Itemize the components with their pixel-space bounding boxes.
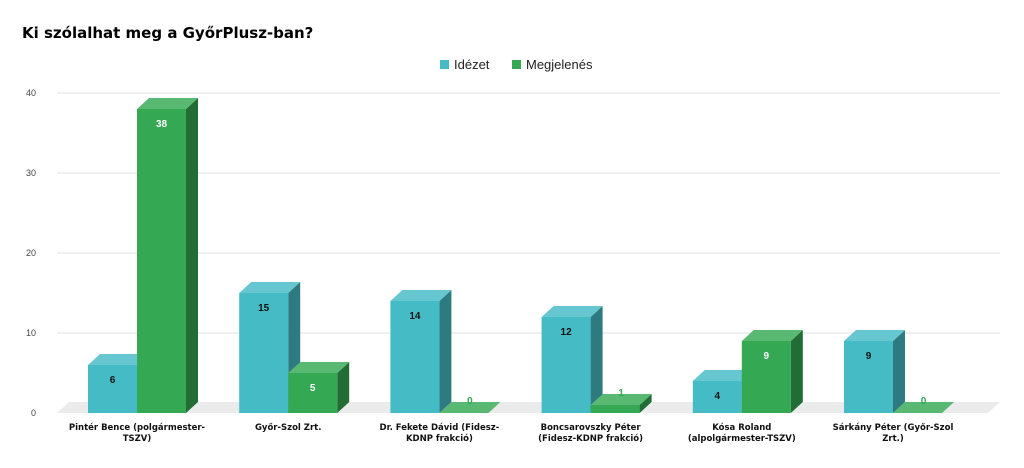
bar-5-1: 0 [893, 396, 954, 413]
data-label-2-1: 0 [467, 396, 473, 407]
data-label-0-1: 38 [156, 119, 168, 130]
legend-swatch-1 [512, 60, 521, 69]
bar-top [137, 98, 198, 109]
data-label-4-0: 4 [715, 391, 721, 402]
bar-side [439, 290, 452, 413]
bar-top [439, 402, 501, 413]
bar-top [741, 330, 803, 341]
bar-top [844, 330, 905, 341]
data-label-5-1: 0 [921, 396, 927, 407]
bar-side [893, 330, 905, 413]
category-label-2-0: Dr. Fekete Dávid (Fidesz- [380, 423, 500, 433]
bar-front [741, 341, 791, 413]
chart-title: Ki szólalhat meg a GyőrPlusz-ban? [22, 24, 313, 42]
bar-1-0: 15 [239, 282, 301, 413]
bar-top [390, 290, 452, 301]
category-label-2-1: KDNP frakció) [406, 433, 473, 444]
data-label-3-1: 1 [618, 388, 624, 399]
bar-1-1: 5 [288, 362, 350, 413]
y-tick-label-3: 30 [26, 168, 36, 178]
category-label-5-0: Sárkány Péter (Győr-Szol [833, 422, 954, 433]
data-label-1-0: 15 [258, 303, 270, 314]
data-label-1-1: 5 [310, 383, 316, 394]
bar-front [390, 301, 440, 413]
data-label-0-0: 6 [110, 375, 116, 386]
category-label-5-1: Zrt.) [882, 434, 904, 444]
data-label-5-0: 9 [866, 351, 872, 362]
bar-top [239, 282, 301, 293]
data-label-2-0: 14 [409, 311, 421, 322]
bar-top [288, 362, 350, 373]
category-label-1-0: Győr-Szol Zrt. [255, 423, 322, 433]
data-label-3-0: 12 [561, 327, 573, 338]
category-label-0-0: Pintér Bence (polgármester- [69, 422, 206, 433]
bar-side [790, 330, 803, 413]
bar-front [137, 109, 186, 413]
bar-front [288, 373, 338, 413]
legend-swatch-0 [440, 60, 449, 69]
bar-3-1: 1 [590, 388, 652, 413]
bar-front [88, 365, 137, 413]
category-label-3-0: Boncsarovszky Péter [541, 422, 642, 433]
data-label-4-1: 9 [764, 351, 770, 362]
bar-top [88, 354, 149, 365]
bar-front [692, 381, 742, 413]
bar-front [541, 317, 591, 413]
legend-label-1: Megjelenés [526, 57, 593, 72]
bar-2-0: 14 [390, 290, 452, 413]
bar-top [541, 306, 603, 317]
bar-side [590, 306, 603, 413]
bar-front [844, 341, 893, 413]
category-label-4-0: Kósa Roland [712, 422, 771, 433]
bar-side [186, 98, 198, 413]
y-tick-label-1: 10 [26, 328, 36, 338]
bar-top [893, 402, 954, 413]
bar-side [639, 394, 652, 413]
legend: Idézet Megjelenés [440, 57, 593, 72]
bar-0-1: 38 [137, 98, 198, 413]
bar-5-0: 9 [844, 330, 905, 413]
legend-label-0: Idézet [454, 57, 490, 72]
category-label-3-1: (Fidesz-KDNP frakció) [538, 433, 643, 444]
y-tick-label-4: 40 [26, 88, 36, 98]
y-tick-label-2: 20 [26, 248, 36, 258]
bar-front [590, 405, 640, 413]
category-label-0-1: TSZV) [123, 434, 152, 444]
bar-top [590, 394, 652, 405]
y-tick-label-0: 0 [31, 408, 36, 418]
bar-side [337, 362, 350, 413]
bar-top [692, 370, 754, 381]
bar-3-0: 12 [541, 306, 603, 413]
category-label-4-1: (alpolgármester-TSZV) [688, 434, 796, 444]
category-labels: Pintér Bence (polgármester-TSZV) Győr-Szo… [69, 422, 954, 444]
bar-front [239, 293, 289, 413]
bar-4-1: 9 [741, 330, 803, 413]
bar-2-1: 0 [439, 396, 501, 413]
